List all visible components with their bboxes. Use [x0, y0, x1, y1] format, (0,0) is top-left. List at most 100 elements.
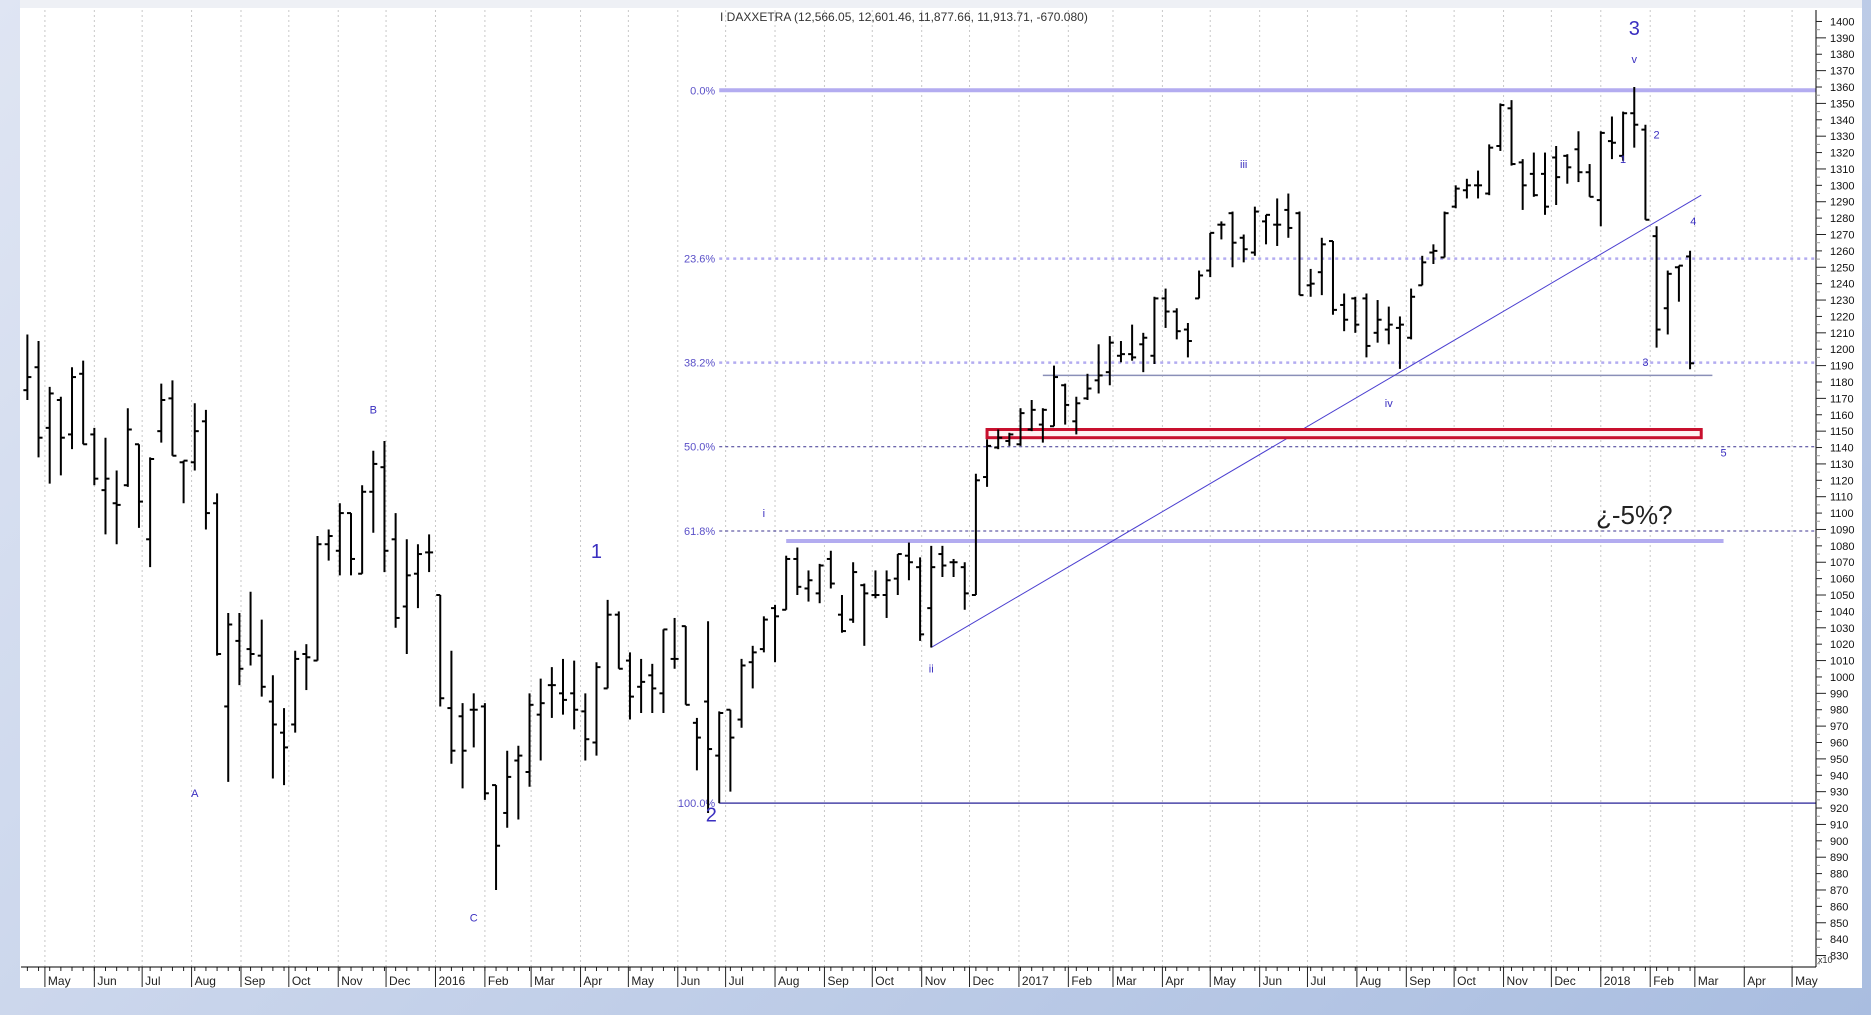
ohlc-bar — [637, 658, 646, 714]
ohlc-bar — [346, 512, 355, 576]
y-tick-label: 1080 — [1830, 541, 1854, 553]
ohlc-bar — [759, 616, 768, 653]
x-tick-label: Feb — [488, 974, 509, 988]
ohlc-bar — [101, 437, 110, 535]
ohlc-bar — [514, 745, 523, 820]
ohlc-bar — [34, 341, 43, 458]
y-tick-label: 1020 — [1830, 639, 1854, 651]
price-bars — [23, 87, 1695, 890]
x-tick-label: Sep — [1409, 974, 1431, 988]
y-tick-label: 1190 — [1830, 361, 1854, 373]
ohlc-bar — [1574, 131, 1583, 183]
ohlc-bar — [525, 693, 534, 787]
ohlc-bar — [1552, 146, 1561, 206]
ohlc-bar — [235, 613, 244, 686]
ohlc-bar — [1128, 324, 1137, 361]
y-tick-label: 940 — [1830, 770, 1848, 782]
ohlc-bar — [425, 534, 434, 573]
ohlc-bar — [916, 557, 925, 641]
y-tick-label: 930 — [1830, 787, 1848, 799]
wave-label: B — [370, 405, 377, 417]
ohlc-bar — [1083, 373, 1092, 401]
x-tick-label: Jun — [97, 974, 116, 988]
ohlc-bar — [625, 652, 634, 720]
x-tick-label: Dec — [973, 974, 994, 988]
wave-label: 5 — [1720, 447, 1726, 459]
ohlc-bar — [815, 563, 824, 604]
x-tick-label: Dec — [1554, 974, 1575, 988]
y-tick-label: 1260 — [1830, 246, 1854, 258]
ohlc-bar — [146, 457, 155, 568]
ohlc-bar — [469, 693, 478, 748]
ohlc-bar — [737, 658, 746, 728]
ohlc-bar — [748, 645, 757, 689]
y-tick-label: 970 — [1830, 721, 1848, 733]
x-tick-label: Feb — [1653, 974, 1674, 988]
ohlc-bar — [904, 542, 913, 581]
y-tick-label: 1030 — [1830, 623, 1854, 635]
ohlc-bar — [960, 562, 969, 610]
ohlc-bar — [413, 544, 422, 609]
x-tick-label: May — [1213, 974, 1236, 988]
ohlc-bar — [1686, 250, 1695, 370]
y-tick-label: 1170 — [1830, 393, 1854, 405]
x-tick-label: Aug — [1360, 974, 1381, 988]
wave-label: iii — [1240, 159, 1247, 171]
ohlc-bar — [1384, 306, 1393, 345]
ohlc-bar — [1674, 264, 1683, 302]
ohlc-bar — [1585, 164, 1594, 198]
y-tick-label: 1310 — [1830, 164, 1854, 176]
ohlc-bar — [1295, 211, 1304, 297]
ohlc-bar — [949, 558, 958, 577]
x-tick-label: Jul — [1310, 974, 1325, 988]
ohlc-bar — [1395, 316, 1404, 369]
y-tick-label: 1060 — [1830, 574, 1854, 586]
wave-label: i — [763, 508, 765, 520]
ohlc-bar — [1094, 344, 1103, 394]
y-tick-label: 1010 — [1830, 656, 1854, 668]
ohlc-bar — [157, 383, 166, 443]
ohlc-bar — [302, 644, 311, 691]
ohlc-bar — [358, 485, 367, 575]
y-tick-label: 900 — [1830, 836, 1848, 848]
ohlc-bar — [280, 708, 289, 786]
ohlc-bar — [492, 784, 501, 890]
ohlc-bar — [938, 545, 947, 577]
ohlc-bar — [503, 750, 512, 828]
y-tick-label: 1120 — [1830, 475, 1854, 487]
ohlc-bar — [1418, 255, 1427, 287]
ohlc-bar — [793, 547, 802, 596]
ohlc-bar — [704, 621, 713, 813]
ohlc-bar — [190, 403, 199, 471]
ohlc-bar — [45, 386, 54, 484]
y-tick-label: 1230 — [1830, 295, 1854, 307]
ohlc-bar — [201, 409, 210, 530]
ohlc-bar — [860, 583, 869, 646]
ohlc-bar — [648, 663, 657, 714]
x-tick-label: Apr — [1165, 974, 1184, 988]
y-tick-label: 850 — [1830, 918, 1848, 930]
ohlc-bar — [771, 604, 780, 663]
y-tick-label: 980 — [1830, 705, 1848, 717]
ohlc-bar — [1183, 322, 1192, 358]
x-tick-label: May — [48, 974, 71, 988]
y-tick-label: 1280 — [1830, 213, 1854, 225]
ohlc-bar — [726, 708, 735, 792]
wave-label: 1 — [591, 541, 602, 563]
ohlc-bar — [1273, 198, 1282, 246]
y-tick-label: 950 — [1830, 754, 1848, 766]
ohlc-bar — [168, 380, 177, 457]
ohlc-bar — [1529, 152, 1538, 197]
x-tick-label: May — [631, 974, 654, 988]
x-tick-label: 2018 — [1604, 974, 1631, 988]
ohlc-bar — [1038, 408, 1047, 443]
y-tick-label: 1000 — [1830, 672, 1854, 684]
axes: May Jun Jul Aug Sep Oct Nov Dec 2016 Feb Mar Apr May… — [21, 10, 1854, 988]
ohlc-bar — [90, 427, 99, 486]
wave-label: A — [191, 788, 199, 800]
wave-label: 2 — [1654, 129, 1660, 141]
ohlc-bar — [837, 595, 846, 633]
y-tick-label: 1180 — [1830, 377, 1854, 389]
ohlc-bar — [559, 658, 568, 715]
x-tick-label: Nov — [1507, 974, 1528, 988]
